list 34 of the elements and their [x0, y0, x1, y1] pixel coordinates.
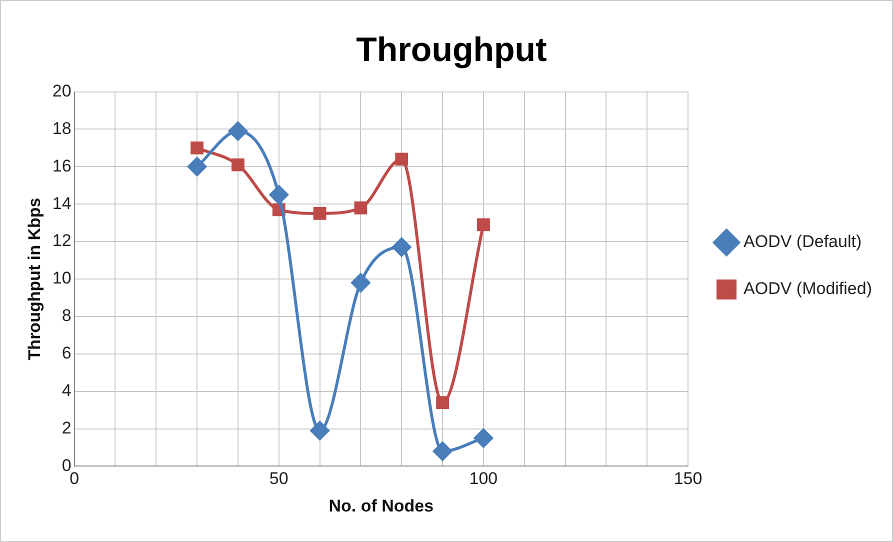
point	[477, 218, 490, 232]
point	[395, 152, 408, 166]
point	[310, 421, 330, 440]
point	[228, 122, 248, 141]
x-tick-label: 100	[469, 469, 498, 488]
y-tick-label: 18	[52, 118, 72, 138]
point	[474, 428, 493, 448]
y-tick-label: 0	[62, 456, 72, 475]
point	[269, 185, 288, 204]
y-tick-label: 6	[62, 344, 72, 363]
y-tick-label: 2	[62, 418, 72, 438]
y-tick-label: 10	[52, 268, 72, 288]
legend-label: AODV (Modified)	[744, 279, 872, 298]
point	[392, 238, 412, 257]
y-tick-label: 4	[62, 381, 72, 400]
point	[313, 207, 326, 220]
point	[351, 273, 370, 292]
point	[436, 396, 449, 409]
point	[354, 201, 368, 214]
y-tick-label: 12	[52, 231, 72, 250]
legend-label: AODV (Default)	[744, 232, 862, 252]
point	[433, 442, 452, 461]
y-tick-label: 14	[52, 194, 72, 213]
point	[232, 158, 244, 172]
y-axis-title: Throughput in Kbps	[24, 198, 44, 360]
y-tick-label: 16	[52, 156, 72, 176]
y-tick-label: 20	[52, 81, 72, 100]
x-tick-label: 50	[269, 469, 288, 488]
y-tick-label: 8	[62, 306, 72, 326]
chart-title: Throughput	[356, 30, 547, 69]
point	[190, 142, 204, 154]
point	[188, 157, 207, 176]
x-axis-title: No. of Nodes	[328, 496, 434, 516]
x-tick-label: 150	[674, 469, 702, 488]
